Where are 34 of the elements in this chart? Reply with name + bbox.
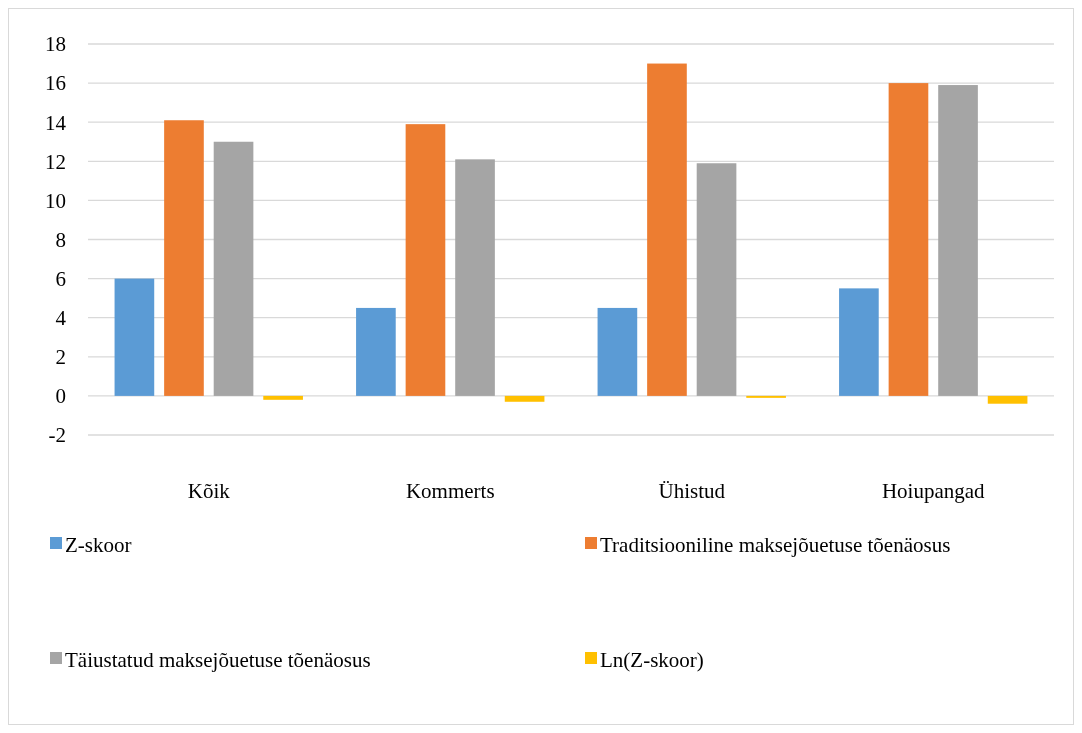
- bar: [504, 395, 545, 402]
- legend-label: Z-skoor: [65, 533, 132, 558]
- bar: [114, 278, 155, 396]
- bar: [696, 163, 737, 396]
- bar: [647, 63, 687, 396]
- y-tick-label: 12: [45, 149, 66, 174]
- x-tick-label: Hoiupangad: [881, 479, 986, 503]
- x-tick-label: Kõik: [187, 479, 231, 503]
- bar: [263, 395, 303, 400]
- legend-label: Traditsiooniline maksejõuetuse tõenäosus: [600, 533, 951, 558]
- y-tick-label: 2: [55, 345, 66, 370]
- y-tick-label: 18: [45, 32, 66, 57]
- bar: [455, 159, 495, 396]
- legend-label: Ln(Z-skoor): [600, 648, 704, 673]
- x-tick-label: Ühistud: [658, 479, 726, 503]
- y-tick-label: 0: [55, 384, 66, 409]
- bar: [597, 307, 638, 396]
- bar: [356, 307, 396, 396]
- bar: [405, 124, 446, 396]
- bar: [987, 395, 1028, 404]
- legend-label: Täiustatud maksejõuetuse tõenäosus: [65, 648, 371, 673]
- bar: [888, 83, 929, 396]
- y-tick-label: 8: [55, 227, 66, 252]
- y-tick-label: -2: [48, 423, 66, 448]
- y-tick-label: 6: [55, 266, 66, 291]
- bar: [938, 85, 978, 396]
- x-tick-label: Kommerts: [405, 479, 495, 503]
- y-tick-label: 16: [45, 71, 66, 96]
- y-tick-label: 4: [55, 306, 67, 331]
- y-tick-label: 10: [45, 188, 66, 213]
- bar: [213, 141, 254, 396]
- bar: [839, 288, 879, 396]
- bar: [164, 120, 204, 396]
- y-tick-label: 14: [45, 110, 67, 135]
